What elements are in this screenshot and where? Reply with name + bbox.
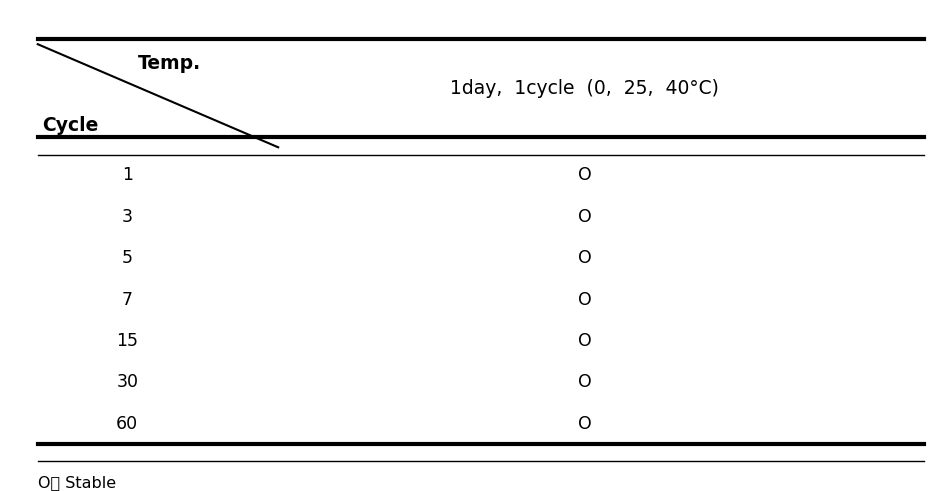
Text: O: O — [578, 166, 591, 184]
Text: 1day,  1cycle  (0,  25,  40°C): 1day, 1cycle (0, 25, 40°C) — [450, 79, 720, 98]
Text: O： Stable: O： Stable — [38, 475, 116, 491]
Text: O: O — [578, 373, 591, 391]
Text: 30: 30 — [116, 373, 139, 391]
Text: 3: 3 — [122, 208, 133, 226]
Text: O: O — [578, 415, 591, 433]
Text: Temp.: Temp. — [139, 55, 201, 73]
Text: 1: 1 — [122, 166, 133, 184]
Text: Cycle: Cycle — [42, 116, 99, 135]
Text: O: O — [578, 208, 591, 226]
Text: 5: 5 — [122, 249, 133, 267]
Text: O: O — [578, 249, 591, 267]
Text: 7: 7 — [122, 291, 133, 308]
Text: O: O — [578, 291, 591, 308]
Text: 15: 15 — [116, 332, 139, 350]
Text: 60: 60 — [116, 415, 139, 433]
Text: O: O — [578, 332, 591, 350]
